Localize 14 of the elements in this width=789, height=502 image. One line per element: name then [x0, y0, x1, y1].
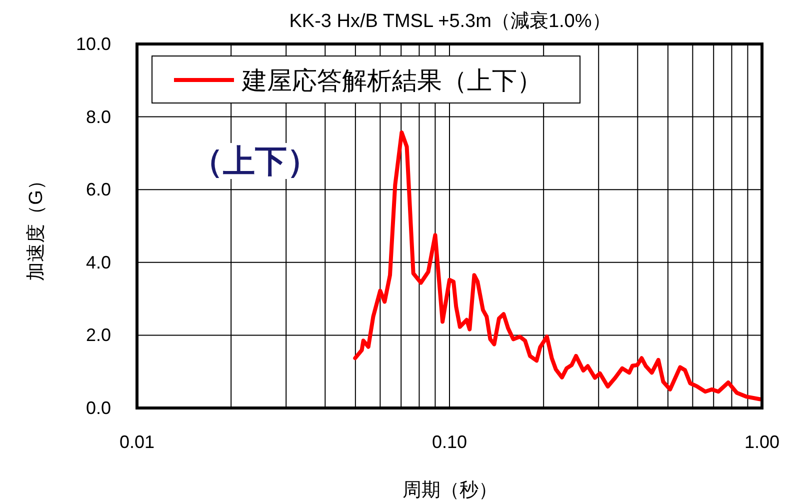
y-axis-title: 加速度（G）	[25, 171, 47, 281]
chart-title: KK-3 Hx/B TMSL +5.3m（減衰1.0%）	[289, 10, 611, 32]
annotation: （上下）	[191, 143, 319, 179]
y-tick-label: 10.0	[76, 34, 111, 54]
y-tick-label: 0.0	[86, 398, 111, 418]
x-tick-label: 0.10	[432, 432, 468, 452]
x-axis-title: 周期（秒）	[402, 480, 498, 501]
y-tick-label: 6.0	[86, 180, 111, 200]
x-tick-label: 0.01	[119, 432, 155, 452]
legend-label: 建屋応答解析結果（上下）	[241, 67, 542, 95]
y-tick-label: 4.0	[86, 252, 111, 272]
y-tick-label: 2.0	[86, 325, 111, 346]
y-tick-label: 8.0	[86, 106, 111, 127]
x-tick-label: 1.00	[744, 432, 780, 452]
